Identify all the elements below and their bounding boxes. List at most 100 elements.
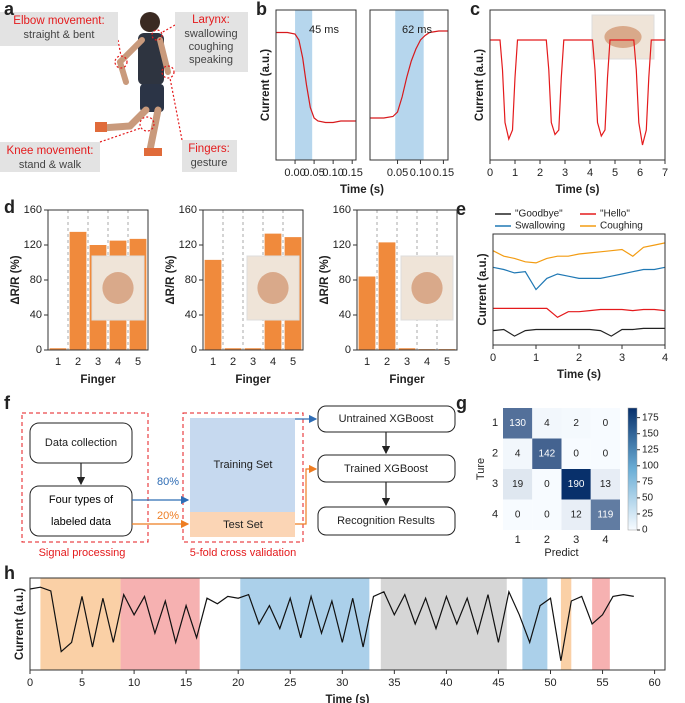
data-line: [493, 307, 666, 319]
x-tick-label: 60: [648, 677, 660, 689]
heat-cell: [561, 438, 591, 469]
colorbar-tick-label: 50: [642, 493, 654, 504]
plot-frame: [489, 9, 666, 161]
x-tick-label: 5: [79, 677, 85, 689]
x-tick-label: 0: [487, 167, 493, 179]
colorbar-tick-label: 175: [642, 412, 659, 423]
bar: [69, 231, 87, 350]
y-tick-label: 80: [30, 274, 42, 286]
callout-box: [182, 140, 237, 172]
plot-frame: [202, 209, 304, 351]
x-tick-label: 5: [612, 167, 618, 179]
split-label: 20%: [157, 510, 179, 522]
x-tick-label: 3: [573, 534, 579, 546]
x-axis-label: Finger: [80, 374, 116, 386]
split-label: 80%: [157, 476, 179, 488]
x-axis-label: Time (s): [326, 694, 370, 703]
highlight-span: [295, 10, 313, 160]
x-tick-label: 5: [135, 356, 141, 368]
y-tick-label: 120: [24, 239, 42, 251]
plot-frame: [369, 9, 449, 161]
callout-text: gesture: [191, 157, 228, 169]
plot-frame: [356, 209, 458, 351]
callout-box: [175, 12, 248, 72]
process-boxes: [29, 405, 456, 537]
y-tick-label: 40: [339, 309, 351, 321]
highlight-span: [380, 578, 507, 670]
y-tick-label: 2: [492, 448, 498, 460]
x-tick-label: 5: [290, 356, 296, 368]
panel-label: c: [470, 0, 480, 19]
x-tick-label: 0.05: [303, 167, 324, 179]
panel-label: d: [4, 197, 15, 217]
x-axis-label: Finger: [389, 374, 425, 386]
x-tick-label: 0.05: [387, 167, 408, 179]
colorbar-tick-label: 125: [642, 444, 659, 455]
sensor-markers: [99, 24, 183, 143]
legend-label: Coughing: [600, 221, 643, 232]
heat-cell: [590, 408, 620, 439]
cell-label: 19: [512, 479, 524, 490]
photo-hand: [411, 272, 443, 304]
callout-text: swallowing: [184, 28, 237, 40]
colorbar-tick-label: 75: [642, 476, 654, 487]
panel-label: h: [4, 563, 15, 583]
box-label: Four types of labeled data: [48, 494, 114, 528]
y-tick-label: 4: [492, 509, 498, 521]
colorbar-tick-label: 25: [642, 509, 654, 520]
data-line: [370, 30, 448, 119]
x-axis-label: Time (s): [557, 369, 601, 381]
x-tick-label: 0.10: [410, 167, 431, 179]
y-axis-label: ΔR/R (%): [319, 255, 331, 304]
cell-label: 4: [515, 448, 521, 459]
cell-label: 119: [597, 509, 613, 520]
y-tick-label: 120: [333, 239, 351, 251]
x-tick-label: 4: [115, 356, 121, 368]
box-label-wrap: Four types of labeled data: [48, 494, 114, 528]
callout-text: speaking: [189, 54, 233, 66]
bar: [49, 348, 67, 350]
callout-text: stand & walk: [19, 159, 82, 171]
x-axis-label: Predict: [544, 547, 578, 559]
cell-label: 2: [573, 418, 579, 429]
heat-cell: [561, 499, 591, 530]
photo-hand: [604, 26, 642, 48]
cell-label: 0: [603, 418, 609, 429]
cell-label: 0: [544, 509, 550, 520]
heat-cell: [532, 499, 562, 530]
x-tick-label: 20: [232, 677, 244, 689]
callout-title: Knee movement:: [7, 145, 94, 157]
highlight-span: [395, 10, 424, 160]
heat-cell: [503, 438, 533, 469]
x-tick-label: 0: [490, 352, 496, 364]
legend-label: "Goodbye": [515, 209, 563, 220]
y-tick-label: 3: [492, 478, 498, 490]
x-tick-label: 1: [364, 356, 370, 368]
box-label: Test Set: [223, 519, 263, 531]
x-tick-label: 3: [619, 352, 625, 364]
x-tick-label: 2: [537, 167, 543, 179]
highlight-span: [240, 578, 370, 670]
x-axis-label: Time (s): [556, 184, 600, 196]
group-label: 5-fold cross validation: [190, 547, 296, 559]
colorbar: [627, 407, 638, 531]
cell-label: 13: [600, 479, 612, 490]
box-label: Data collection: [45, 437, 117, 449]
bar: [224, 348, 242, 350]
x-tick-label: 1: [55, 356, 61, 368]
data-line: [490, 39, 665, 146]
x-tick-label: 40: [440, 677, 452, 689]
callout-text: straight & bent: [24, 29, 95, 41]
plot-frame: [275, 9, 357, 161]
cell-label: 0: [515, 509, 521, 520]
cell-label: 190: [568, 479, 585, 490]
x-tick-label: 2: [384, 356, 390, 368]
x-tick-label: 55: [596, 677, 608, 689]
heat-cell: [503, 408, 533, 439]
box-label: Trained XGBoost: [344, 463, 428, 475]
box-label: Recognition Results: [337, 515, 435, 527]
cell-label: 12: [571, 509, 583, 520]
y-tick-label: 40: [30, 309, 42, 321]
